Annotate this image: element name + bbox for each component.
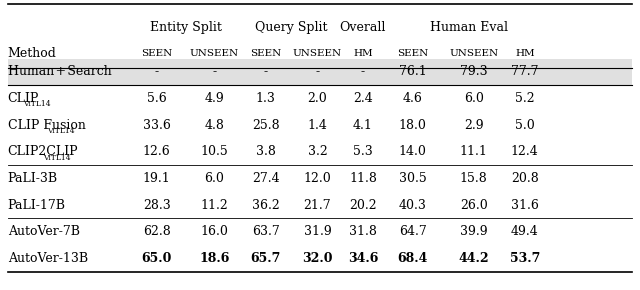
Text: 79.3: 79.3 [460,65,488,78]
Text: 4.9: 4.9 [205,92,224,105]
Text: 30.5: 30.5 [399,172,427,185]
Text: 16.0: 16.0 [200,225,228,238]
Text: 26.0: 26.0 [460,199,488,212]
Text: 2.9: 2.9 [464,119,483,132]
Text: 44.2: 44.2 [458,252,489,265]
Text: 64.7: 64.7 [399,225,427,238]
Text: PaLI-3B: PaLI-3B [8,172,58,185]
Text: 31.8: 31.8 [349,225,377,238]
Text: ViTL14: ViTL14 [24,100,51,108]
Text: 2.0: 2.0 [308,92,327,105]
Text: -: - [361,65,365,78]
Text: CLIP2CLIP: CLIP2CLIP [8,145,78,158]
Text: 20.8: 20.8 [511,172,539,185]
Text: CLIP: CLIP [8,92,39,105]
Text: -: - [212,65,216,78]
Text: 18.0: 18.0 [399,119,427,132]
Text: UNSEEN: UNSEEN [190,48,239,58]
Text: AutoVer-13B: AutoVer-13B [8,252,88,265]
Text: 5.0: 5.0 [515,119,534,132]
Text: ViTL14: ViTL14 [47,127,75,135]
Text: 4.6: 4.6 [403,92,423,105]
Text: Entity Split: Entity Split [150,21,221,34]
Text: -: - [264,65,268,78]
Text: 5.3: 5.3 [353,145,372,158]
Text: 11.2: 11.2 [200,199,228,212]
Text: 20.2: 20.2 [349,199,377,212]
Text: 31.9: 31.9 [303,225,332,238]
Text: Human + Search: Human + Search [8,65,111,78]
Text: -: - [155,65,159,78]
Text: 5.2: 5.2 [515,92,534,105]
Text: SEEN: SEEN [141,48,172,58]
Text: Overall: Overall [340,21,386,34]
Text: 2.4: 2.4 [353,92,372,105]
Text: 32.0: 32.0 [302,252,333,265]
Text: HM: HM [353,48,372,58]
Text: 1.3: 1.3 [255,92,276,105]
Text: SEEN: SEEN [397,48,428,58]
Text: 65.0: 65.0 [141,252,172,265]
Text: 33.6: 33.6 [143,119,171,132]
Text: 76.1: 76.1 [399,65,427,78]
Text: 4.1: 4.1 [353,119,373,132]
Text: 12.0: 12.0 [303,172,332,185]
Text: 11.8: 11.8 [349,172,377,185]
Text: Human Eval: Human Eval [430,21,508,34]
Text: 34.6: 34.6 [348,252,378,265]
Text: -: - [316,65,319,78]
Text: CLIP Fusion: CLIP Fusion [8,119,86,132]
Text: 31.6: 31.6 [511,199,539,212]
Text: 49.4: 49.4 [511,225,539,238]
Text: 19.1: 19.1 [143,172,171,185]
Bar [8,59,632,85]
Text: 68.4: 68.4 [397,252,428,265]
Text: 53.7: 53.7 [509,252,540,265]
Text: 25.8: 25.8 [252,119,280,132]
Text: SEEN: SEEN [250,48,281,58]
Text: 12.4: 12.4 [511,145,539,158]
Text: 12.6: 12.6 [143,145,171,158]
Text: 6.0: 6.0 [463,92,484,105]
Text: 11.1: 11.1 [460,145,488,158]
Text: 18.6: 18.6 [199,252,230,265]
Text: 6.0: 6.0 [204,172,225,185]
Text: 15.8: 15.8 [460,172,488,185]
Text: 36.2: 36.2 [252,199,280,212]
Text: 21.7: 21.7 [303,199,332,212]
Text: 1.4: 1.4 [307,119,328,132]
Text: 4.8: 4.8 [204,119,225,132]
Text: 3.8: 3.8 [255,145,276,158]
Text: 63.7: 63.7 [252,225,280,238]
Text: 39.9: 39.9 [460,225,488,238]
Text: 5.6: 5.6 [147,92,166,105]
Text: 65.7: 65.7 [250,252,281,265]
Text: PaLI-17B: PaLI-17B [8,199,66,212]
Text: ViTL14: ViTL14 [43,154,70,162]
Text: 10.5: 10.5 [200,145,228,158]
Text: 14.0: 14.0 [399,145,427,158]
Text: HM: HM [515,48,534,58]
Text: UNSEEN: UNSEEN [293,48,342,58]
Text: 28.3: 28.3 [143,199,171,212]
Text: 3.2: 3.2 [308,145,327,158]
Text: Method: Method [8,47,56,59]
Text: AutoVer-7B: AutoVer-7B [8,225,80,238]
Text: UNSEEN: UNSEEN [449,48,498,58]
Text: 77.7: 77.7 [511,65,538,78]
Text: 62.8: 62.8 [143,225,171,238]
Text: 40.3: 40.3 [399,199,427,212]
Text: 27.4: 27.4 [252,172,280,185]
Text: Query Split: Query Split [255,21,328,34]
